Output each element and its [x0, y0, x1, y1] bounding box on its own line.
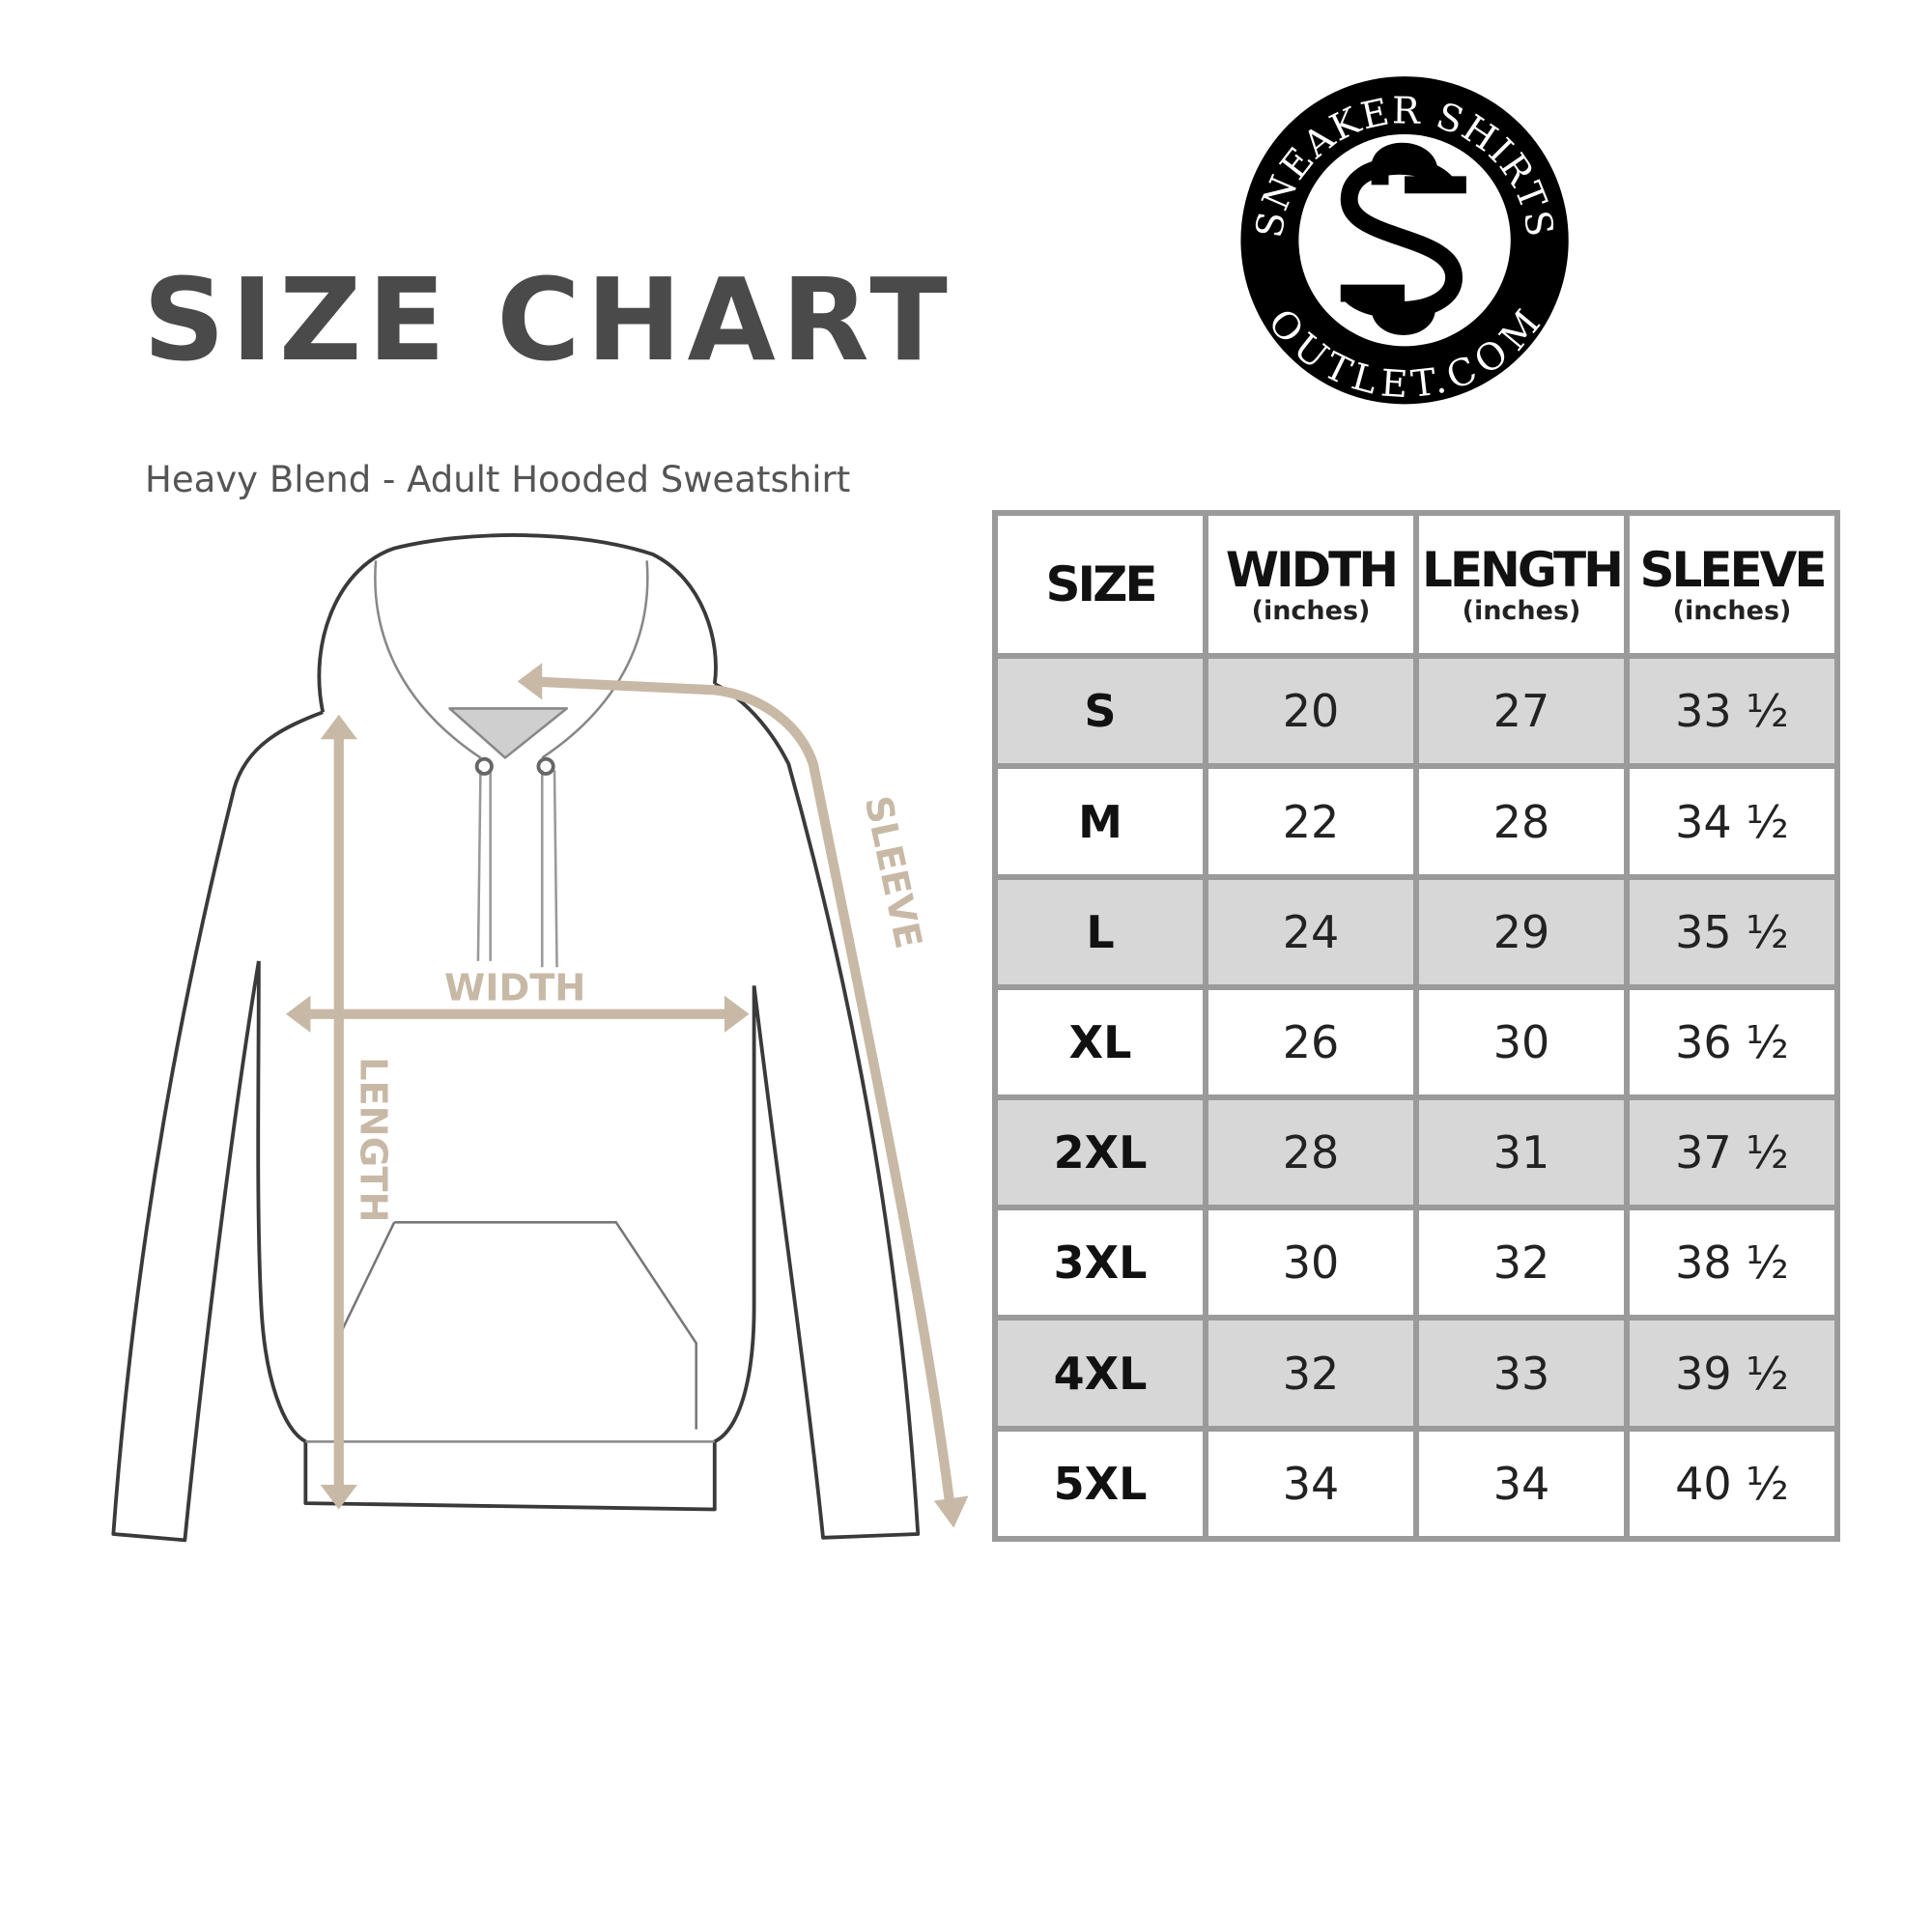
sleeve-cell: 37 ½: [1624, 1094, 1840, 1211]
sleeve-cell: 36 ½: [1624, 983, 1840, 1101]
length-cell: 28: [1413, 763, 1630, 880]
table-row: 2XL 28 31 37 ½: [992, 1094, 1840, 1211]
width-cell: 34: [1203, 1425, 1419, 1543]
table-row: 4XL 32 33 39 ½: [992, 1315, 1840, 1432]
column-header-width: WIDTH (inches): [1203, 509, 1419, 660]
size-cell: S: [992, 653, 1208, 770]
length-cell: 29: [1413, 873, 1630, 990]
width-cell: 24: [1203, 873, 1419, 990]
size-cell: XL: [992, 983, 1208, 1101]
length-cell: 34: [1413, 1425, 1630, 1543]
size-cell: L: [992, 873, 1208, 990]
sleeve-cell: 40 ½: [1624, 1425, 1840, 1543]
logo-monogram: [1340, 142, 1466, 335]
table-row: S 20 27 33 ½: [992, 653, 1840, 770]
table-row: 5XL 34 34 40 ½: [992, 1425, 1840, 1543]
length-cell: 33: [1413, 1315, 1630, 1432]
brand-logo: SNEAKER SHIRTS OUTLET.COM: [1240, 76, 1569, 407]
arrow-heads: [285, 663, 969, 1528]
measurement-arrows: [291, 676, 956, 1520]
size-cell: M: [992, 763, 1208, 880]
width-label: WIDTH: [444, 967, 585, 1010]
product-subtitle: Heavy Blend - Adult Hooded Sweatshirt: [145, 459, 851, 500]
sleeve-cell: 34 ½: [1624, 763, 1840, 880]
length-cell: 31: [1413, 1094, 1630, 1211]
size-table: SIZE WIDTH (inches) LENGTH (inches) SLEEVE…: [992, 509, 1840, 1543]
sleeve-label: SLEEVE: [856, 792, 930, 952]
width-cell: 22: [1203, 763, 1419, 880]
width-cell: 30: [1203, 1205, 1419, 1321]
sleeve-cell: 38 ½: [1624, 1205, 1840, 1321]
width-cell: 32: [1203, 1315, 1419, 1432]
width-cell: 28: [1203, 1094, 1419, 1211]
table-row: M 22 28 34 ½: [992, 763, 1840, 880]
page-title: SIZE CHART: [143, 253, 953, 386]
length-label: LENGTH: [352, 1057, 395, 1222]
width-cell: 26: [1203, 983, 1419, 1101]
length-cell: 30: [1413, 983, 1630, 1101]
width-cell: 20: [1203, 653, 1419, 770]
sleeve-cell: 35 ½: [1624, 873, 1840, 990]
table-row: L 24 29 35 ½: [992, 873, 1840, 990]
size-cell: 5XL: [992, 1425, 1208, 1543]
column-header-sleeve: SLEEVE (inches): [1624, 509, 1840, 660]
hoodie-outline: [111, 533, 921, 1543]
sleeve-arrow: [525, 676, 956, 1520]
sleeve-cell: 33 ½: [1624, 653, 1840, 770]
table-row: 3XL 30 32 38 ½: [992, 1205, 1840, 1321]
column-header-length: LENGTH (inches): [1413, 509, 1630, 660]
sleeve-cell: 39 ½: [1624, 1315, 1840, 1432]
size-cell: 4XL: [992, 1315, 1208, 1432]
size-cell: 2XL: [992, 1094, 1208, 1211]
length-cell: 27: [1413, 653, 1630, 770]
column-header-size: SIZE: [992, 509, 1208, 660]
length-cell: 32: [1413, 1205, 1630, 1321]
size-cell: 3XL: [992, 1205, 1208, 1321]
table-row: XL 26 30 36 ½: [992, 983, 1840, 1101]
table-header-row: SIZE WIDTH (inches) LENGTH (inches) SLEEVE…: [992, 509, 1840, 660]
